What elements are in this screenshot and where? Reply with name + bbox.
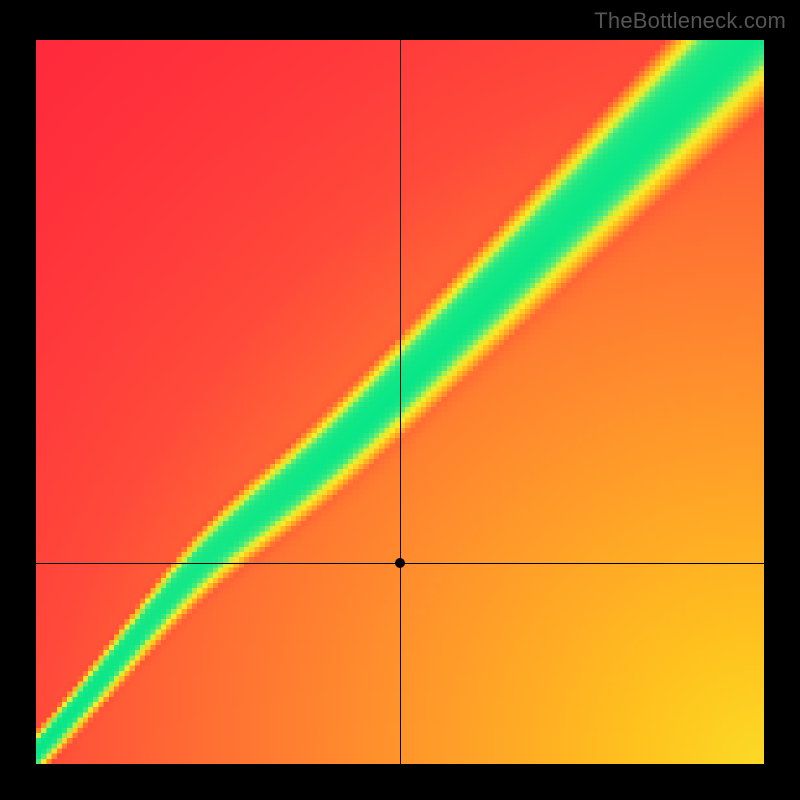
plot-area [36,40,764,764]
chart-root: TheBottleneck.com [0,0,800,800]
watermark-text: TheBottleneck.com [594,8,786,34]
crosshair-vertical [400,40,401,764]
